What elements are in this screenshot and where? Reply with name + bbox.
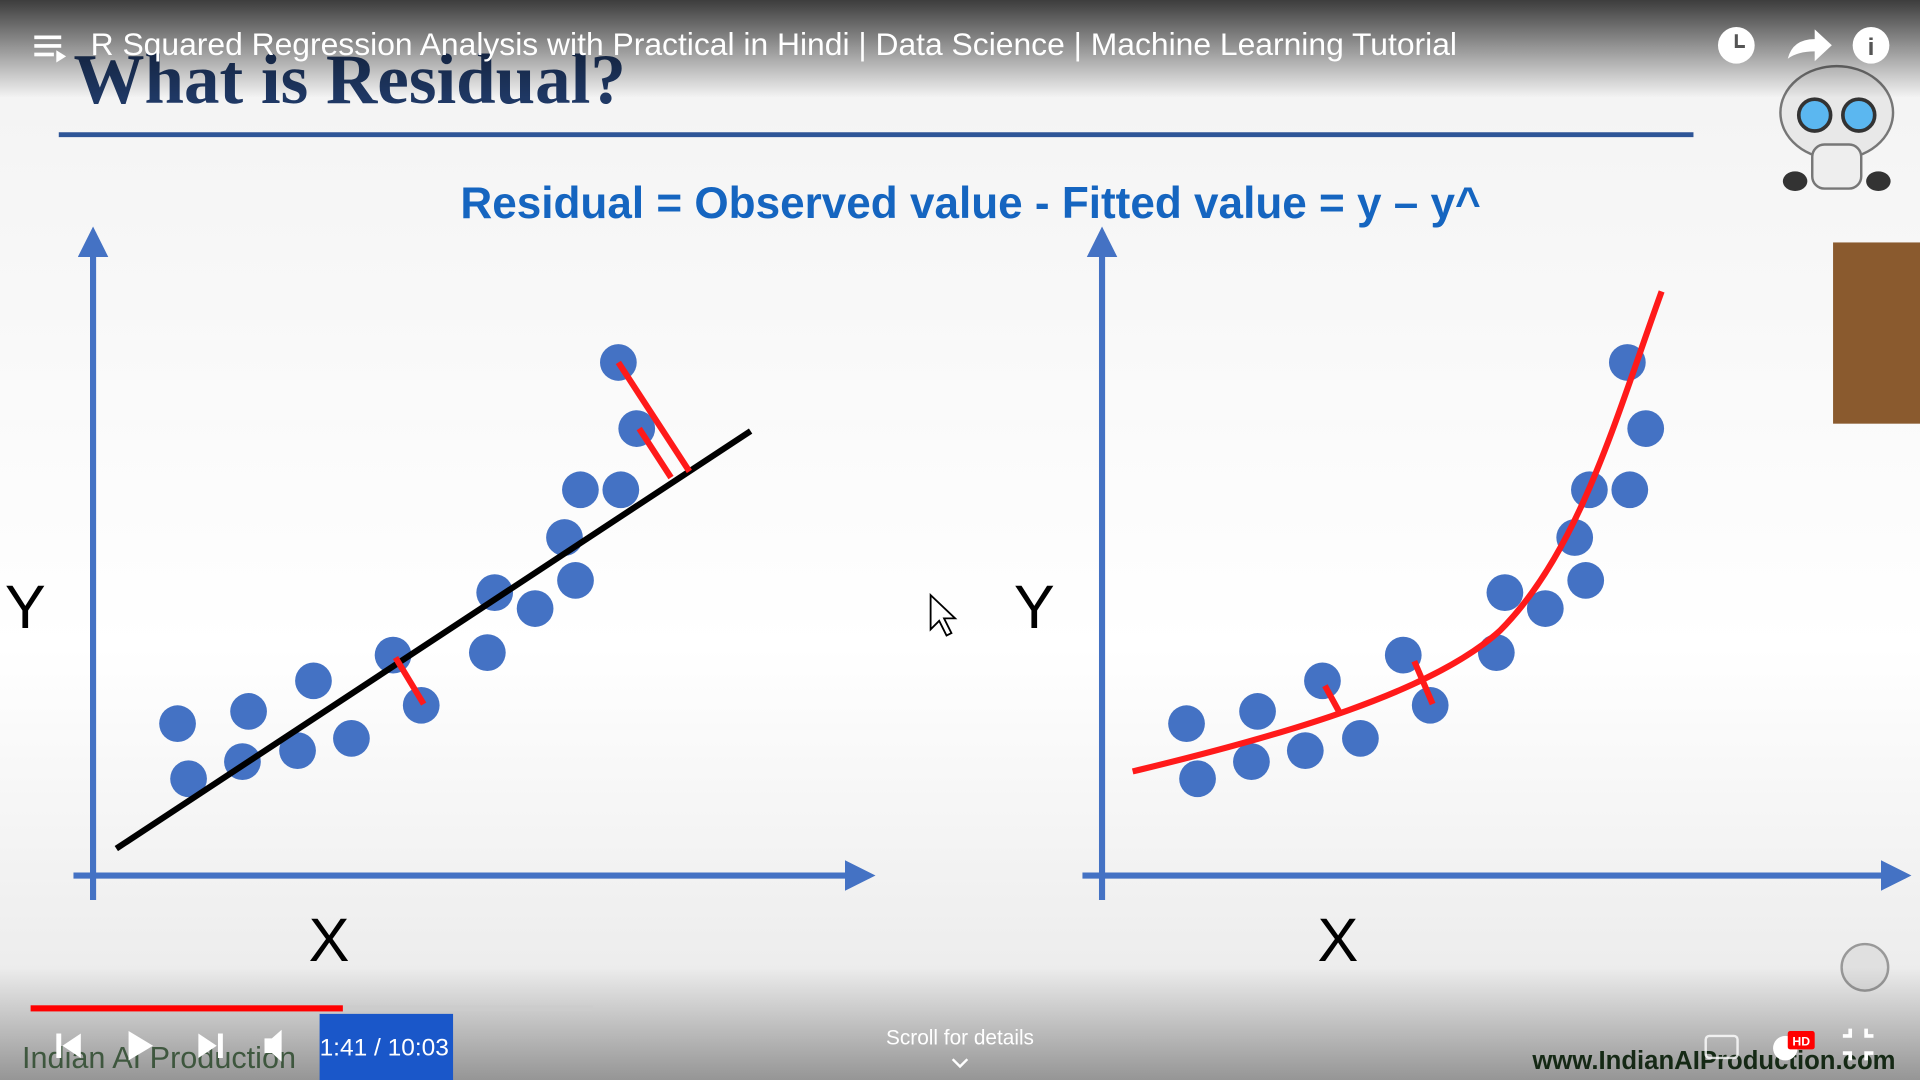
play[interactable] xyxy=(128,1031,154,1061)
controls xyxy=(56,1029,282,1062)
hd-badge xyxy=(1787,1031,1815,1050)
scroll-hint[interactable]: Scroll for details xyxy=(886,1026,1034,1049)
progress-bar[interactable] xyxy=(30,1005,343,1012)
formula: Residual = Observed value - Fitted value… xyxy=(460,179,1480,228)
points xyxy=(1168,344,1665,798)
time-highlight xyxy=(319,1013,454,1080)
cursor xyxy=(929,592,958,637)
y-label: Y xyxy=(5,573,46,641)
svg-text:i: i xyxy=(1868,34,1875,61)
info[interactable] xyxy=(1852,26,1890,64)
side-thumbnail[interactable] xyxy=(1833,242,1920,424)
captions[interactable] xyxy=(1704,1034,1739,1060)
hd-label: HD xyxy=(1792,1035,1810,1049)
exit-fullscreen[interactable] xyxy=(1842,1028,1874,1061)
volume[interactable] xyxy=(264,1029,282,1062)
y-label: Y xyxy=(1014,573,1055,641)
left-plot xyxy=(73,226,876,900)
x-label: X xyxy=(1318,906,1359,974)
playlist-icon[interactable] xyxy=(34,35,67,63)
share[interactable] xyxy=(1787,29,1832,62)
top-overlay xyxy=(0,0,1920,98)
fit-curve xyxy=(1131,290,1665,775)
residuals xyxy=(392,360,692,706)
residuals xyxy=(1322,660,1436,715)
video-title[interactable]: R Squared Regression Analysis with Pract… xyxy=(91,26,1457,62)
fit-line xyxy=(114,428,753,852)
previous[interactable] xyxy=(56,1033,81,1058)
right-plot xyxy=(1082,226,1912,900)
next[interactable] xyxy=(198,1033,223,1058)
x-label: X xyxy=(309,906,350,974)
time: 1:41 / 10:03 xyxy=(320,1035,449,1062)
points xyxy=(159,344,656,798)
